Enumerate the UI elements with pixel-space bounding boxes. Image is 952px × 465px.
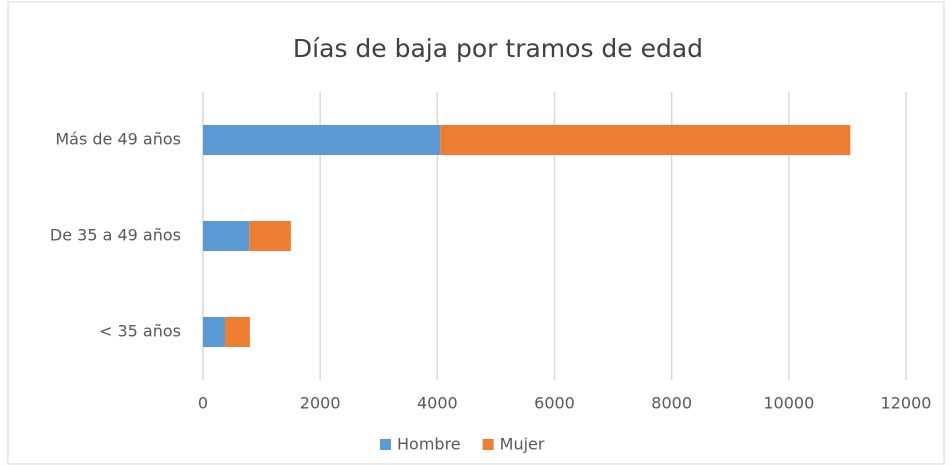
x-tick-label: 2000 <box>300 394 341 413</box>
x-tick-label: 6000 <box>534 394 575 413</box>
x-tick-label: 10000 <box>763 394 814 413</box>
bar <box>203 125 441 155</box>
x-tick-label: 8000 <box>651 394 692 413</box>
chart-title: Días de baja por tramos de edad <box>293 34 703 63</box>
x-tick-label: 4000 <box>417 394 458 413</box>
chart-frame <box>7 1 945 465</box>
y-tick-label: Más de 49 años <box>55 130 181 149</box>
y-tick-label: De 35 a 49 años <box>50 226 181 245</box>
legend-swatch <box>380 439 391 450</box>
x-tick-label: 0 <box>198 394 208 413</box>
legend-swatch <box>482 439 494 450</box>
bar <box>249 221 291 251</box>
bar <box>203 221 250 251</box>
x-tick-label: 12000 <box>881 394 932 413</box>
bar <box>440 125 851 155</box>
bar <box>224 317 250 347</box>
legend-label: Hombre <box>397 435 461 454</box>
legend-label: Mujer <box>500 435 545 454</box>
bar <box>203 317 225 347</box>
y-tick-label: < 35 años <box>99 322 181 341</box>
